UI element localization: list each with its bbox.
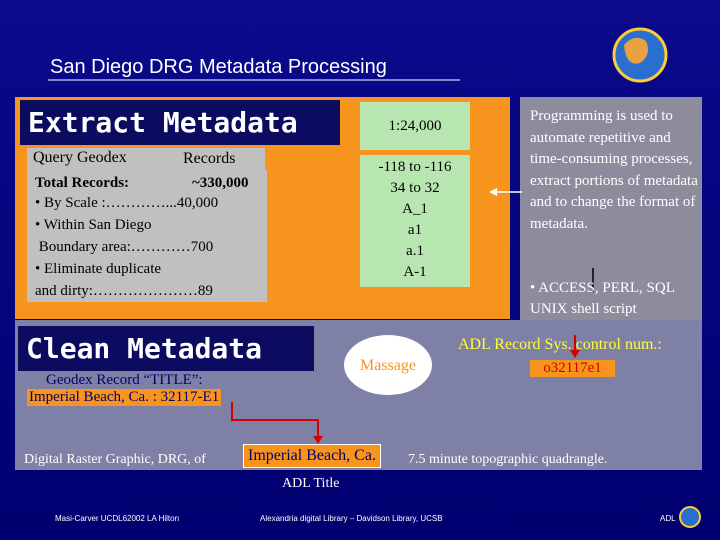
notes-panel [520, 97, 702, 322]
value-item: -118 to -116 [378, 159, 452, 175]
slide-title: San Diego DRG Metadata Processing [50, 56, 387, 78]
extract-title: Extract Metadata [20, 100, 340, 145]
value-item: a.1 [406, 243, 424, 259]
footer-center: Alexandria digital Library – Davidson Li… [260, 514, 443, 523]
total-label: Total Records: [35, 175, 130, 191]
query-text: Query Geodex [33, 149, 127, 166]
massage-text: Massage [360, 357, 416, 374]
records-text: Records [183, 150, 236, 167]
value-item: A_1 [402, 201, 428, 217]
adl-title: ADL Title [282, 476, 340, 491]
globe-land [624, 37, 648, 64]
red-arrow-head [313, 436, 323, 444]
adl-value: o32117e1 [530, 360, 615, 377]
extract-line: • Within San Diego [35, 217, 152, 233]
scale-box: 1:24,000 [360, 102, 470, 150]
drg-place: Imperial Beach, Ca. [243, 444, 381, 468]
massage-ellipse [344, 335, 432, 395]
footer-right: ADL [660, 514, 676, 523]
footer-left: Masi-Carver UCDL62002 LA Hilton [55, 514, 180, 523]
query-box: Query Geodex Records [27, 148, 265, 170]
extract-line: Boundary area:…………700 [35, 239, 214, 255]
total-value: ~330,000 [192, 175, 249, 191]
footer-globe [679, 506, 701, 528]
red-arrow [231, 402, 319, 438]
geodex-value: Imperial Beach, Ca. : 32117-E1 [27, 389, 222, 406]
extract-line: • Eliminate duplicate [35, 261, 162, 277]
notes-bullet: • ACCESS, PERL, SQL UNIX shell script [530, 280, 675, 317]
clean-title: Clean Metadata [18, 326, 314, 371]
drg-suffix: 7.5 minute topographic quadrangle. [408, 452, 608, 467]
extract-line: • By Scale :…………...40,000 [35, 195, 219, 211]
value-item: a1 [407, 222, 423, 238]
geodex-label: Geodex Record “TITLE”: [46, 372, 203, 388]
value-item: 34 to 32 [390, 180, 440, 196]
notes-text: Programming is used to automate repetiti… [530, 108, 698, 232]
totals-box: Total Records: ~330,000 • By Scale :…………… [27, 170, 267, 302]
values-box: -118 to -116 34 to 32 A_1 a1 a.1 A-1 [360, 155, 470, 287]
drg-prefix: Digital Raster Graphic, DRG, of [24, 452, 206, 467]
red-arrow-head [570, 350, 580, 358]
extract-line: and dirty:…………………89 [35, 283, 213, 299]
adl-label: ADL Record Sys. control num.: [458, 336, 662, 353]
value-item: A-1 [403, 264, 427, 280]
arrow-head [489, 188, 497, 196]
extract-lines: • By Scale :…………...40,000 • Within San Di… [35, 192, 218, 302]
